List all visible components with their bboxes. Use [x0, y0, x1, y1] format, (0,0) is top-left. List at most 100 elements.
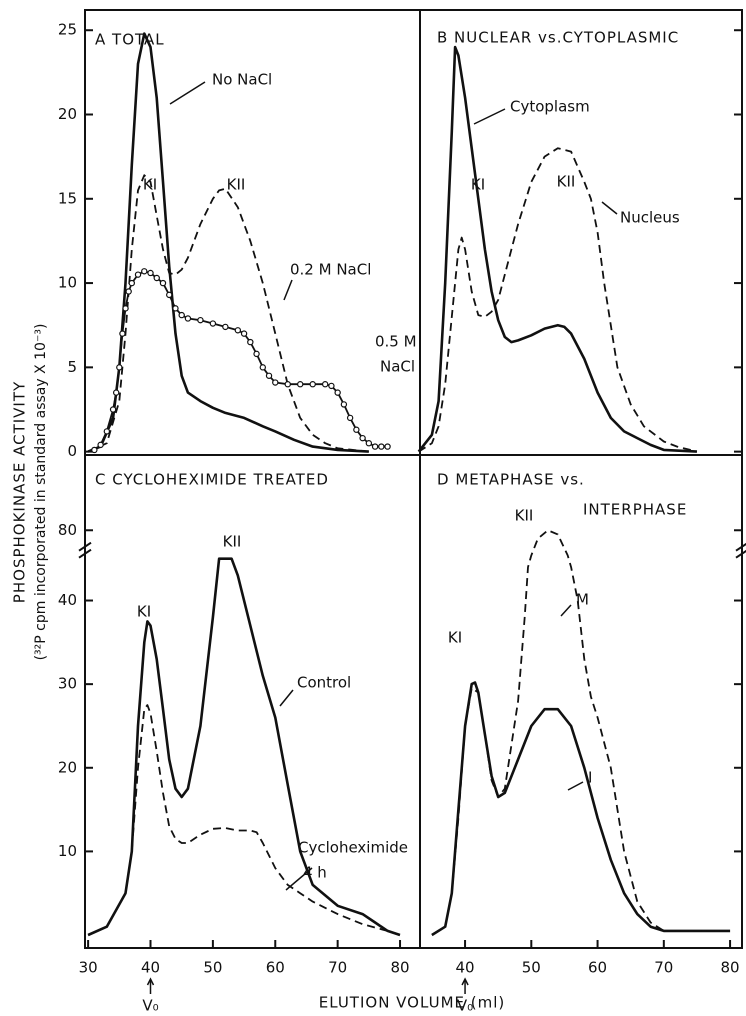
- axis-break: [735, 549, 746, 559]
- v0-arrowhead: [461, 977, 469, 986]
- x-tick-label: 40: [141, 959, 160, 977]
- data-point: [153, 274, 160, 282]
- data-point: [297, 381, 304, 388]
- peak-label: KI: [143, 176, 157, 194]
- y-tick-label: 10: [58, 842, 77, 860]
- data-point: [378, 443, 385, 450]
- data-point: [166, 291, 173, 299]
- panel-frame: [419, 9, 743, 456]
- y-tick-label: 20: [58, 105, 77, 123]
- data-point: [328, 382, 335, 390]
- data-point: [119, 330, 126, 337]
- data-line: [417, 45, 697, 453]
- data-point: [384, 443, 391, 450]
- data-point: [284, 381, 291, 388]
- y-axis-title: PHOSPHOKINASE ACTIVITY: [11, 381, 29, 603]
- series-label: No NaCl: [212, 71, 272, 89]
- data-point: [128, 279, 135, 287]
- y-tick-label: 40: [58, 591, 77, 609]
- series-label: Control: [297, 674, 351, 692]
- y-tick-label: 30: [58, 675, 77, 693]
- label-leader: [283, 279, 293, 301]
- data-line: [87, 704, 401, 936]
- x-tick-label: 40: [456, 959, 475, 977]
- peak-label: KI: [448, 629, 462, 647]
- label-leader: [567, 781, 584, 791]
- data-point: [141, 268, 148, 275]
- data-point: [134, 271, 142, 278]
- label-leader: [560, 604, 572, 617]
- data-point: [97, 441, 104, 449]
- y-tick-label: 80: [58, 521, 77, 539]
- data-point: [147, 269, 154, 277]
- data-point: [253, 350, 260, 358]
- panel-frame: [84, 454, 421, 949]
- label-leader: [601, 201, 618, 215]
- data-point: [340, 401, 348, 408]
- peak-label: KII: [223, 533, 242, 551]
- series-label: Nucleus: [620, 209, 680, 227]
- x-tick-label: 70: [654, 959, 673, 977]
- data-point: [209, 320, 217, 327]
- data-point: [259, 364, 266, 371]
- y-tick-label: 0: [67, 442, 77, 460]
- x-tick-label: 70: [328, 959, 347, 977]
- data-point: [122, 305, 129, 312]
- series-label: 0.5 M: [375, 333, 417, 351]
- data-point: [371, 443, 379, 450]
- data-point: [234, 327, 242, 334]
- label-leader: [169, 81, 206, 105]
- axis-break: [735, 542, 746, 552]
- data-point: [247, 338, 254, 346]
- data-point: [109, 406, 117, 413]
- label-leader: [473, 108, 506, 125]
- series-label: 0.2 M NaCl: [290, 261, 371, 279]
- label-leader: [285, 867, 313, 891]
- series-label: Cycloheximide: [298, 839, 408, 857]
- y-tick-label: 25: [58, 21, 77, 39]
- data-point: [346, 414, 354, 422]
- label-leader: [279, 689, 294, 707]
- data-point: [197, 316, 204, 324]
- panel-title: C CYCLOHEXIMIDE TREATED: [95, 471, 329, 489]
- data-point: [125, 288, 132, 295]
- x-tick-label: 50: [203, 959, 222, 977]
- data-line: [431, 529, 731, 936]
- panel-title: D METAPHASE vs.: [437, 471, 585, 489]
- series-label: I: [588, 769, 592, 787]
- data-point: [334, 389, 341, 396]
- series-label: Cytoplasm: [510, 98, 590, 116]
- y-tick-label: 20: [58, 758, 77, 776]
- y-tick-label: 15: [58, 189, 77, 207]
- x-tick-label: 80: [721, 959, 740, 977]
- v0-label: V₀: [142, 997, 158, 1015]
- data-point: [116, 364, 123, 371]
- data-point: [365, 440, 373, 447]
- data-point: [353, 426, 360, 433]
- data-point: [172, 305, 179, 312]
- series-label: 4 h: [303, 864, 327, 882]
- axis-break: [78, 548, 92, 559]
- y-tick-label: 5: [67, 358, 77, 376]
- x-tick-label: 60: [266, 959, 285, 977]
- peak-label: KI: [471, 176, 485, 194]
- x-tick-label: 60: [588, 959, 607, 977]
- panel-frame: [419, 454, 743, 949]
- data-point: [103, 428, 111, 435]
- panel-title: A TOTAL: [95, 31, 165, 49]
- peak-label: KII: [515, 507, 534, 525]
- data-point: [222, 323, 229, 331]
- data-point: [91, 446, 98, 454]
- x-tick-label: 50: [522, 959, 541, 977]
- data-point: [112, 389, 120, 396]
- data-point: [309, 381, 316, 388]
- y-axis-subtitle: (³²P cpm incorporated in standard assay …: [33, 324, 49, 661]
- v0-arrowhead: [146, 977, 155, 986]
- data-point: [184, 315, 192, 322]
- x-tick-label: 30: [79, 959, 98, 977]
- peak-label: KII: [557, 173, 576, 191]
- data-line: [431, 681, 731, 937]
- data-point: [159, 279, 167, 287]
- data-line: [418, 147, 698, 453]
